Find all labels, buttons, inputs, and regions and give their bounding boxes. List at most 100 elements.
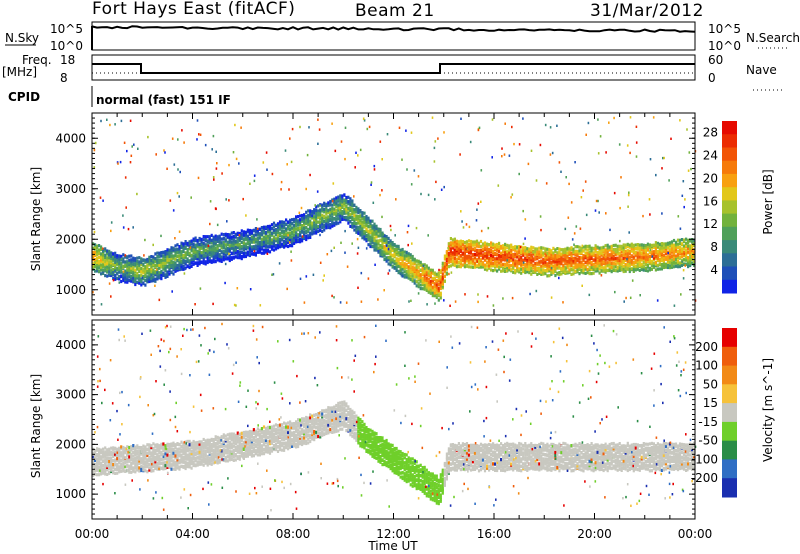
data-cell <box>96 252 99 256</box>
data-cell <box>214 248 217 253</box>
data-cell <box>516 264 519 268</box>
data-cell <box>483 267 487 271</box>
data-cell <box>166 447 169 451</box>
data-cell <box>134 276 137 280</box>
data-cell <box>483 244 487 248</box>
data-cell <box>102 260 105 264</box>
data-cell <box>166 465 169 469</box>
data-cell <box>457 244 460 248</box>
data-cell <box>483 241 487 245</box>
data-cell <box>648 266 651 270</box>
data-cell <box>347 213 350 217</box>
data-cell <box>301 237 304 241</box>
scatter-cell <box>207 244 210 248</box>
data-cell <box>504 247 507 252</box>
data-cell <box>359 229 362 233</box>
data-cell <box>622 269 625 274</box>
data-cell <box>136 273 139 278</box>
data-cell <box>498 261 501 265</box>
scatter-cell <box>357 154 359 157</box>
data-cell <box>616 259 619 263</box>
data-cell <box>272 239 276 243</box>
data-cell <box>518 262 521 266</box>
data-cell <box>194 256 197 261</box>
data-cell <box>148 450 151 454</box>
scatter-cell <box>323 274 325 277</box>
scatter-cell <box>212 302 214 306</box>
data-cell <box>194 254 197 259</box>
data-cell <box>106 460 109 464</box>
data-cell <box>307 230 310 234</box>
data-cell <box>554 273 557 278</box>
data-cell <box>106 464 109 468</box>
data-cell <box>126 260 129 264</box>
data-cell <box>542 251 545 255</box>
data-cell <box>150 269 153 273</box>
data-cell <box>182 264 185 269</box>
data-cell <box>92 451 95 455</box>
data-cell <box>584 267 587 271</box>
data-cell <box>518 267 521 271</box>
data-cell <box>425 276 428 280</box>
data-cell <box>280 235 284 239</box>
data-cell <box>540 259 543 263</box>
data-cell <box>174 269 177 273</box>
data-cell <box>232 236 235 240</box>
data-cell <box>689 263 692 268</box>
data-cell <box>477 241 481 245</box>
data-cell <box>214 246 217 250</box>
data-cell <box>226 240 229 244</box>
data-cell <box>449 254 452 258</box>
data-cell <box>475 264 479 268</box>
data-cell <box>439 282 442 286</box>
data-cell <box>222 236 225 240</box>
data-cell <box>172 254 175 258</box>
data-cell <box>666 255 670 259</box>
data-cell <box>544 260 547 264</box>
data-cell <box>417 277 420 281</box>
data-cell <box>168 445 171 449</box>
data-cell <box>477 262 481 266</box>
data-cell <box>662 262 665 266</box>
data-cell <box>353 213 356 217</box>
data-cell <box>377 227 380 231</box>
data-cell <box>156 277 159 281</box>
scatter-cell <box>354 166 356 169</box>
data-cell <box>114 260 117 264</box>
data-cell <box>405 265 408 269</box>
data-cell <box>146 447 149 451</box>
scatter-cell <box>480 200 482 203</box>
data-cell <box>266 248 270 252</box>
data-cell <box>160 265 163 269</box>
data-cell <box>343 215 346 220</box>
data-cell <box>192 251 195 255</box>
scatter-cell <box>491 118 494 121</box>
data-cell <box>122 450 125 454</box>
data-cell <box>526 270 529 274</box>
data-cell <box>578 251 581 255</box>
data-cell <box>303 223 306 227</box>
scatter-cell <box>215 167 218 170</box>
data-cell <box>439 269 442 273</box>
data-cell <box>150 466 153 470</box>
data-cell <box>152 259 155 264</box>
data-cell <box>339 203 342 207</box>
data-cell <box>146 271 149 275</box>
data-cell <box>222 433 225 437</box>
data-cell <box>313 225 316 229</box>
data-cell <box>130 279 133 283</box>
data-cell <box>256 236 259 241</box>
data-cell <box>556 259 559 263</box>
data-cell <box>576 249 579 253</box>
data-cell <box>477 244 481 248</box>
data-cell <box>180 241 183 245</box>
data-cell <box>411 254 414 259</box>
data-cell <box>596 255 599 260</box>
data-cell <box>351 201 354 206</box>
data-cell <box>522 262 525 266</box>
data-cell <box>481 242 485 246</box>
data-cell <box>148 263 151 267</box>
data-cell <box>514 271 517 275</box>
data-cell <box>176 263 179 267</box>
